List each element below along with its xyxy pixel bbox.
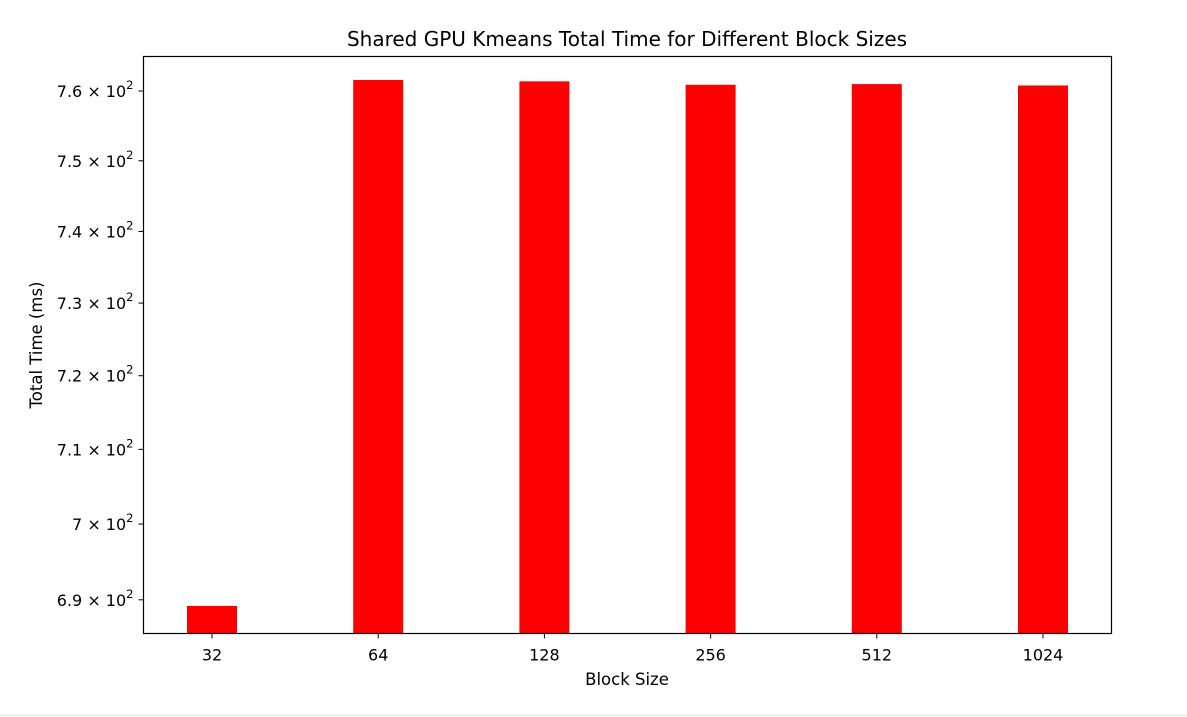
x-tick-label: 256 <box>695 646 726 665</box>
bar-1024 <box>1018 85 1068 634</box>
y-tick-label: 7 × 102 <box>72 511 133 534</box>
y-axis: 6.9 × 102 7 × 102 7.1 × 102 7.2 × 102 7.3 × … <box>57 78 144 610</box>
plot-area <box>187 79 1068 634</box>
axes-frame <box>142 55 1113 635</box>
x-axis: 32 64 128 256 512 1024 <box>202 633 1064 665</box>
x-tick-label: 32 <box>202 646 222 665</box>
bar-256 <box>685 84 736 634</box>
x-axis-label: Block Size <box>585 670 669 689</box>
y-tick-label: 7.1 × 102 <box>57 436 134 459</box>
y-tick-label: 6.9 × 102 <box>57 587 134 610</box>
y-tick-label: 7.2 × 102 <box>57 363 134 386</box>
x-tick-label: 64 <box>368 646 388 665</box>
chart-title: Shared GPU Kmeans Total Time for Differe… <box>347 27 907 51</box>
window-bottom-edge <box>0 714 1187 717</box>
y-tick-label: 7.6 × 102 <box>57 78 134 101</box>
bar-128 <box>519 81 570 634</box>
bar-32 <box>187 605 237 634</box>
x-tick-label: 512 <box>862 646 893 665</box>
bar-64 <box>353 79 404 634</box>
x-tick-label: 128 <box>529 646 560 665</box>
y-axis-label: Total Time (ms) <box>27 282 46 410</box>
y-tick-label: 7.3 × 102 <box>57 290 134 313</box>
bar-512 <box>851 84 902 634</box>
y-tick-label: 7.5 × 102 <box>57 148 134 171</box>
x-tick-label: 1024 <box>1023 646 1064 665</box>
y-tick-label: 7.4 × 102 <box>57 218 134 241</box>
